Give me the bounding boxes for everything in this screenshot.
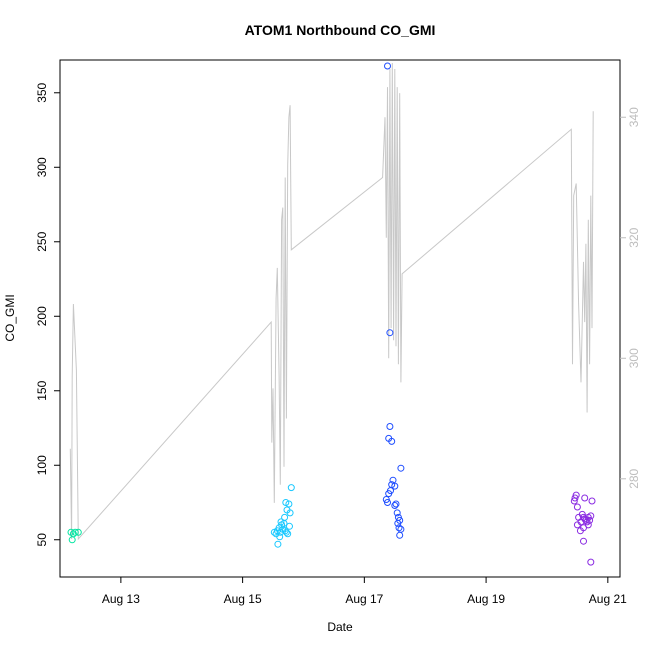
points-layer	[67, 62, 596, 566]
data-point	[74, 528, 82, 536]
data-point	[384, 499, 391, 506]
x-tick-label: Aug 17	[345, 592, 383, 606]
data-point	[286, 509, 294, 517]
data-point	[388, 437, 396, 445]
data-point	[286, 522, 293, 530]
data-point	[580, 537, 587, 545]
data-point	[386, 423, 394, 430]
data-point	[277, 518, 285, 526]
data-point	[385, 490, 393, 498]
x-tick-label: Aug 13	[102, 592, 140, 606]
x-axis: Aug 13 Aug 15 Aug 17 Aug 19 Aug 21	[102, 577, 627, 606]
data-point	[282, 528, 290, 536]
line-layer	[69, 62, 594, 541]
data-point	[274, 540, 282, 548]
data-point	[397, 525, 405, 533]
y2-tick-label: 280	[627, 468, 641, 488]
y-axis-right: 280 300 320 340	[620, 107, 641, 489]
y-tick-label: 100	[35, 455, 49, 475]
plot-frame	[59, 59, 621, 578]
y-axis: 50 100 150 200 250 300 350	[35, 82, 60, 546]
data-point	[395, 524, 403, 532]
data-point	[68, 536, 76, 544]
y2-tick-label: 300	[627, 348, 641, 368]
data-point	[586, 516, 594, 524]
data-point	[394, 519, 402, 527]
data-point	[393, 509, 401, 517]
data-point	[396, 531, 404, 539]
data-point	[397, 464, 405, 472]
data-point	[285, 500, 293, 508]
data-point	[287, 484, 295, 492]
data-point	[584, 521, 592, 529]
x-tick-label: Aug 19	[467, 592, 505, 606]
y-tick-label: 50	[35, 533, 49, 547]
data-point	[581, 494, 589, 502]
data-point	[573, 503, 581, 511]
data-point	[588, 497, 596, 505]
data-point	[391, 502, 399, 509]
y-axis-title: CO_GMI	[3, 294, 17, 341]
y2-tick-label: 320	[627, 227, 641, 247]
chart-title: ATOM1 Northbound CO_GMI	[245, 22, 436, 38]
series-line	[69, 62, 594, 541]
x-axis-title: Date	[327, 620, 353, 634]
y2-tick-label: 340	[627, 107, 641, 127]
data-point	[577, 518, 585, 526]
y-tick-label: 300	[35, 157, 49, 177]
data-point	[587, 558, 595, 566]
y-tick-label: 350	[35, 82, 49, 102]
data-point	[587, 512, 595, 520]
data-point	[284, 530, 292, 538]
data-point	[386, 329, 394, 337]
x-tick-label: Aug 15	[224, 592, 262, 606]
data-point	[392, 500, 400, 508]
data-point	[281, 513, 289, 521]
y-tick-label: 150	[35, 380, 49, 400]
y-tick-label: 250	[35, 231, 49, 251]
data-point	[276, 533, 284, 541]
data-point	[71, 528, 79, 536]
data-point	[570, 497, 578, 505]
data-point	[384, 62, 391, 70]
y-tick-label: 200	[35, 306, 49, 326]
x-tick-label: Aug 21	[589, 592, 627, 606]
